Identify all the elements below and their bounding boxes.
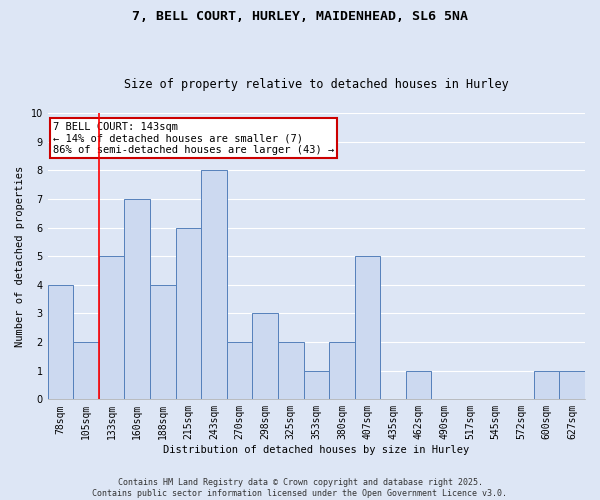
Text: 7, BELL COURT, HURLEY, MAIDENHEAD, SL6 5NA: 7, BELL COURT, HURLEY, MAIDENHEAD, SL6 5… [132, 10, 468, 23]
Bar [227, 342, 253, 400]
Bar [47, 285, 73, 400]
Bar [73, 342, 99, 400]
X-axis label: Distribution of detached houses by size in Hurley: Distribution of detached houses by size … [163, 445, 469, 455]
Bar [176, 228, 201, 400]
Bar [534, 370, 559, 400]
Y-axis label: Number of detached properties: Number of detached properties [15, 166, 25, 347]
Text: Contains HM Land Registry data © Crown copyright and database right 2025.
Contai: Contains HM Land Registry data © Crown c… [92, 478, 508, 498]
Text: 7 BELL COURT: 143sqm
← 14% of detached houses are smaller (7)
86% of semi-detach: 7 BELL COURT: 143sqm ← 14% of detached h… [53, 122, 334, 155]
Bar [559, 370, 585, 400]
Bar [201, 170, 227, 400]
Bar [99, 256, 124, 400]
Bar [124, 199, 150, 400]
Bar [406, 370, 431, 400]
Bar [329, 342, 355, 400]
Bar [278, 342, 304, 400]
Bar [253, 314, 278, 400]
Bar [355, 256, 380, 400]
Bar [150, 285, 176, 400]
Title: Size of property relative to detached houses in Hurley: Size of property relative to detached ho… [124, 78, 509, 91]
Bar [304, 370, 329, 400]
